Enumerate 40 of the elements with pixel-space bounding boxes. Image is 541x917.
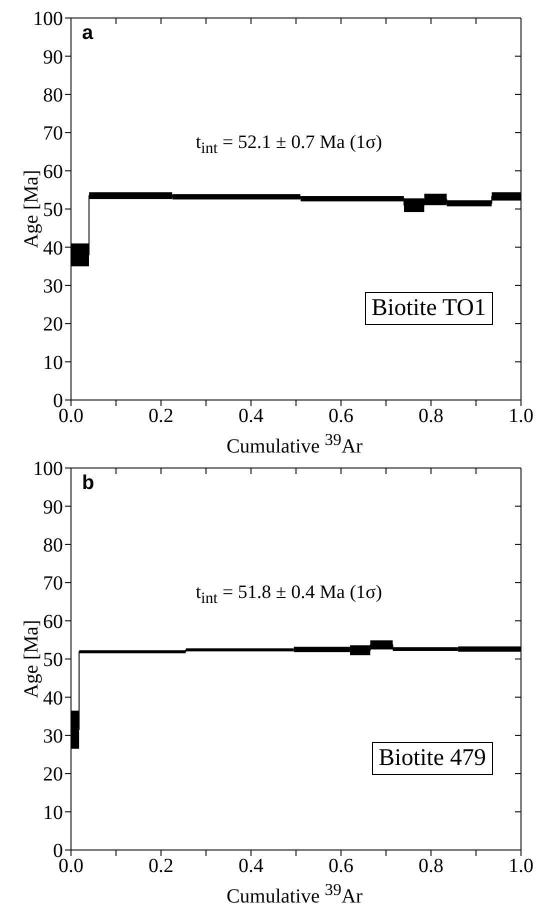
y-tick-label: 20 bbox=[43, 314, 63, 336]
x-tick-label: 0.8 bbox=[418, 405, 444, 428]
chart-title: a bbox=[82, 22, 94, 45]
x-axis-title: Cumulative $^{39}$Ar bbox=[225, 880, 364, 909]
y-tick-label: 80 bbox=[43, 84, 63, 106]
y-tick-label: 90 bbox=[43, 496, 63, 518]
y-tick-label: 10 bbox=[43, 352, 63, 374]
y-tick-label: 90 bbox=[43, 46, 63, 68]
y-tick-label: 40 bbox=[43, 237, 63, 260]
x-tick-label: 0.6 bbox=[328, 405, 354, 428]
x-tick-label: 0.2 bbox=[148, 405, 174, 428]
y-tick-label: 10 bbox=[43, 802, 63, 824]
x-tick-label: 0.2 bbox=[148, 855, 174, 878]
x-tick-label: 1.0 bbox=[508, 855, 534, 878]
y-axis-title: Age [Ma] bbox=[20, 169, 43, 248]
y-tick-label: 60 bbox=[43, 160, 63, 183]
y-tick-label: 100 bbox=[33, 8, 63, 30]
y-tick-label: 60 bbox=[43, 610, 63, 633]
y-tick-label: 70 bbox=[43, 572, 63, 595]
chart-title: b bbox=[82, 472, 94, 495]
y-tick-label: 100 bbox=[33, 458, 63, 480]
y-tick-label: 30 bbox=[43, 726, 63, 748]
y-tick-label: 40 bbox=[43, 687, 63, 710]
x-tick-label: 0.8 bbox=[418, 855, 444, 878]
y-tick-label: 30 bbox=[43, 276, 63, 298]
y-tick-label: 50 bbox=[43, 649, 63, 672]
y-tick-label: 20 bbox=[43, 764, 63, 786]
annotation: Biotite 479 bbox=[372, 742, 493, 776]
y-tick-label: 70 bbox=[43, 122, 63, 145]
annotation: Biotite TO1 bbox=[364, 292, 493, 326]
x-tick-label: 0.4 bbox=[238, 405, 264, 428]
annotation: t$_{int}$ = 51.8 ± 0.4 Ma (1σ) bbox=[196, 582, 382, 608]
y-tick-label: 50 bbox=[43, 199, 63, 222]
x-tick-label: 1.0 bbox=[508, 405, 534, 428]
annotation: t$_{int}$ = 52.1 ± 0.7 Ma (1σ) bbox=[196, 132, 382, 158]
x-tick-label: 0.6 bbox=[328, 855, 354, 878]
y-tick-label: 80 bbox=[43, 534, 63, 556]
x-tick-label: 0.4 bbox=[238, 855, 264, 878]
y-axis-title: Age [Ma] bbox=[20, 619, 43, 698]
x-axis-title: Cumulative $^{39}$Ar bbox=[225, 430, 364, 459]
